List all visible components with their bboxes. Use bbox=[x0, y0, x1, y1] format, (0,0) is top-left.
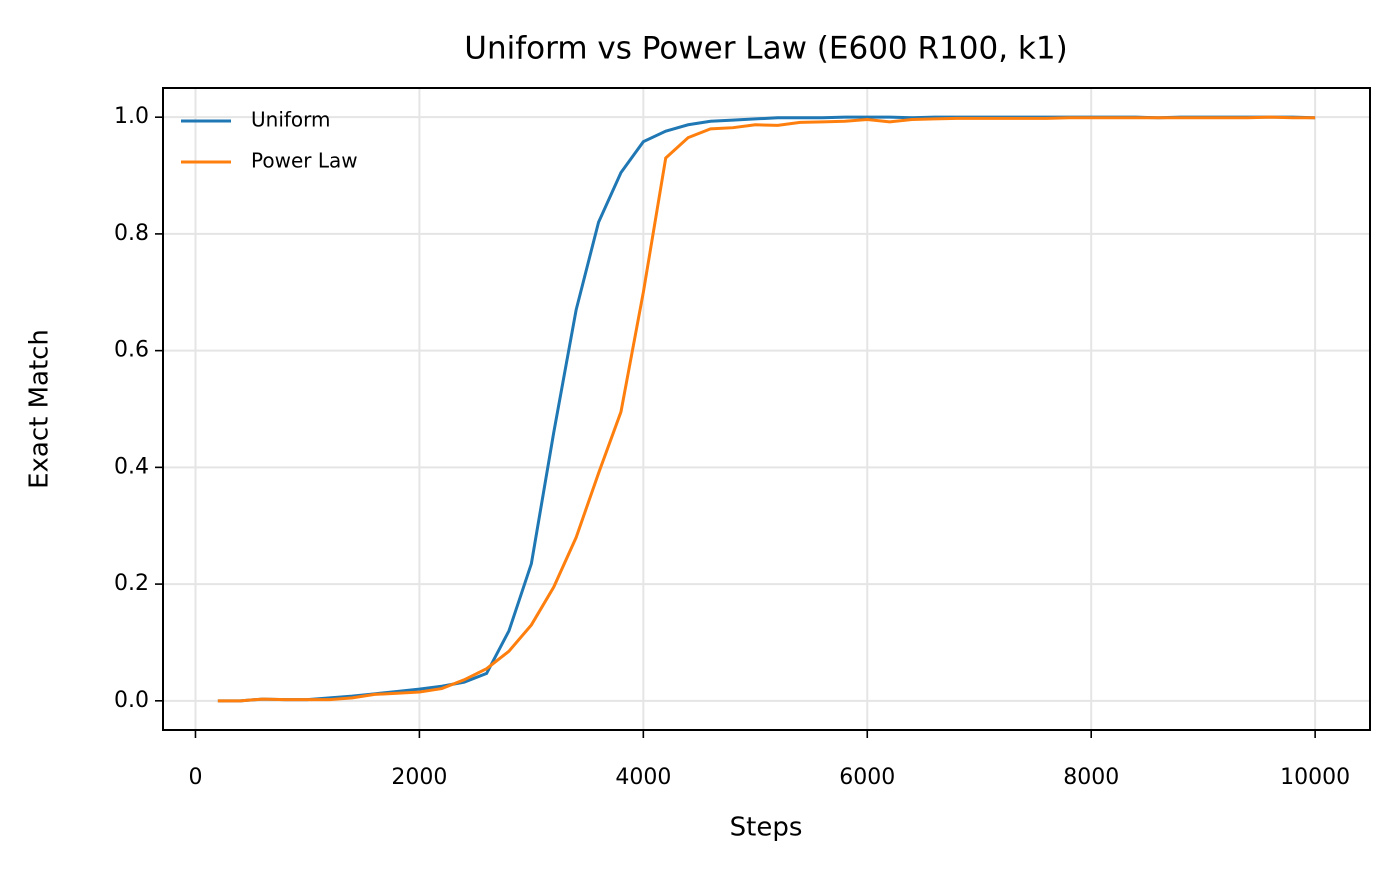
y-tick-label: 0.2 bbox=[114, 571, 149, 596]
x-tick-label: 2000 bbox=[391, 765, 447, 790]
legend-label: Uniform bbox=[251, 108, 331, 132]
x-tick-label: 6000 bbox=[839, 765, 895, 790]
x-axis-label: Steps bbox=[730, 813, 803, 843]
x-tick-label: 8000 bbox=[1063, 765, 1119, 790]
legend-label: Power Law bbox=[251, 149, 358, 173]
plot-frame bbox=[162, 87, 1371, 731]
y-tick-label: 1.0 bbox=[114, 104, 149, 129]
x-tick-label: 4000 bbox=[615, 765, 671, 790]
x-tick-label: 0 bbox=[188, 765, 202, 790]
y-tick-label: 0.0 bbox=[114, 688, 149, 713]
chart-title: Uniform vs Power Law (E600 R100, k1) bbox=[464, 31, 1067, 67]
y-axis-label: Exact Match bbox=[25, 329, 55, 489]
series-line bbox=[217, 115, 1316, 703]
x-tick-label: 10000 bbox=[1280, 765, 1350, 790]
series-line bbox=[217, 115, 1316, 703]
y-tick-label: 0.8 bbox=[114, 221, 149, 246]
y-tick-label: 0.4 bbox=[114, 454, 149, 479]
y-tick-label: 0.6 bbox=[114, 338, 149, 363]
